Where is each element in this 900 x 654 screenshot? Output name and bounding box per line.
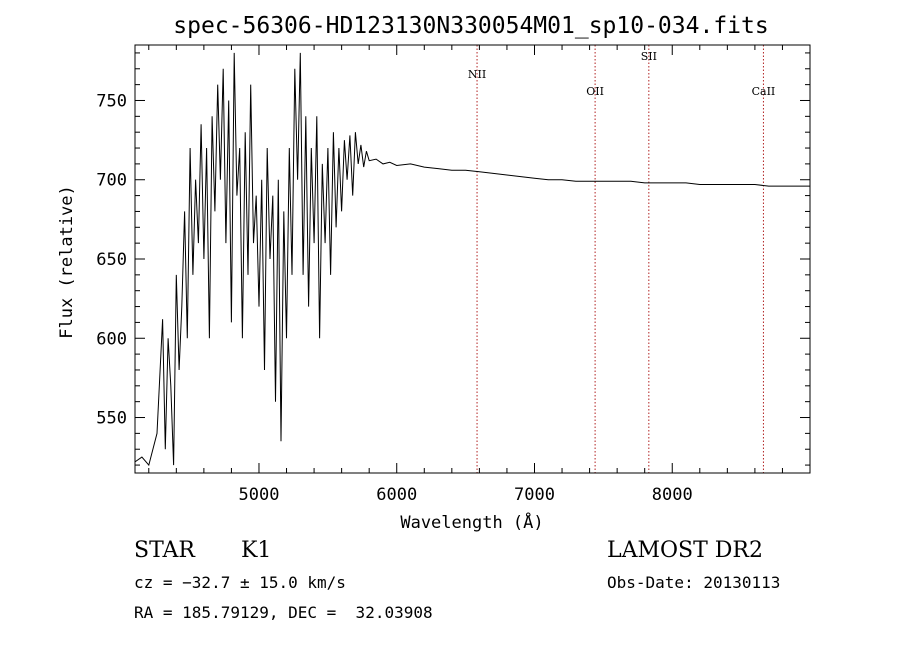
- object-class-label: STAR: [134, 538, 195, 563]
- x-tick-label: 6000: [376, 485, 417, 505]
- spectral-line-markers: NII OII SII CaII: [468, 45, 775, 473]
- spectral-line-label: NII: [468, 68, 486, 81]
- subclass-label: K1: [241, 538, 272, 563]
- chart-title: spec-56306-HD123130N330054M01_sp10-034.f…: [173, 13, 768, 39]
- x-axis-label: Wavelength (Å): [400, 511, 543, 533]
- x-tick-label: 7000: [514, 485, 555, 505]
- spectral-line-label: OII: [586, 85, 604, 98]
- survey-label: LAMOST DR2: [607, 538, 763, 563]
- obs-date-label: Obs-Date: 20130113: [607, 573, 781, 592]
- x-axis: 5000 6000 7000 8000: [148, 45, 811, 505]
- y-axis: 550 600 650 700 750: [96, 52, 810, 466]
- y-tick-label: 750: [96, 91, 127, 111]
- coordinates-label: RA = 185.79129, DEC = 32.03908: [134, 603, 433, 622]
- y-tick-label: 700: [96, 171, 127, 191]
- y-tick-label: 650: [96, 250, 127, 270]
- plot-frame: [134, 44, 811, 474]
- y-axis-label: Flux (relative): [57, 185, 77, 339]
- y-tick-label: 550: [96, 409, 127, 429]
- spectrum-line: [134, 52, 810, 467]
- x-tick-label: 8000: [652, 485, 693, 505]
- x-tick-label: 5000: [239, 485, 280, 505]
- redshift-label: cz = −32.7 ± 15.0 km/s: [134, 573, 346, 592]
- spectral-line-label: CaII: [752, 85, 776, 98]
- y-tick-label: 600: [96, 329, 127, 349]
- spectral-line-label: SII: [641, 50, 657, 63]
